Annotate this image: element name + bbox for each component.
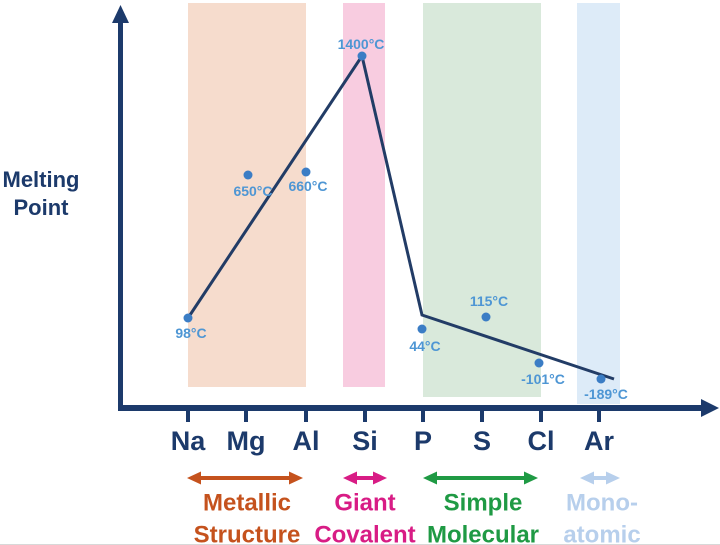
- data-point-ar: [596, 374, 606, 384]
- group-label-giant-covalent-line1: Giant: [334, 490, 395, 517]
- element-label-ar: Ar: [584, 426, 614, 456]
- point-value-label-si: 1400°C: [338, 36, 385, 52]
- point-value-label-mg: 650°C: [233, 183, 272, 199]
- range-arrow-right-icon-mono-atomic: [606, 471, 620, 485]
- data-point-p: [417, 324, 427, 334]
- point-value-label-al: 660°C: [288, 178, 327, 194]
- element-label-cl: Cl: [528, 426, 555, 456]
- range-arrow-left-icon-giant-covalent: [343, 471, 357, 485]
- band-mono-atomic: [577, 3, 620, 404]
- data-point-si: [357, 51, 367, 61]
- y-axis-arrowhead-icon: [112, 5, 129, 23]
- group-label-metallic-structure-line2: Structure: [194, 522, 301, 545]
- element-label-mg: Mg: [227, 426, 266, 456]
- group-label-giant-covalent-line2: Covalent: [314, 522, 415, 545]
- element-label-p: P: [414, 426, 432, 456]
- point-value-label-cl: -101°C: [521, 371, 565, 387]
- data-point-al: [301, 167, 311, 177]
- band-simple-molecular: [423, 3, 541, 397]
- range-arrow-left-icon-mono-atomic: [580, 471, 594, 485]
- y-axis-label-line2: Point: [13, 195, 69, 220]
- range-arrow-right-icon-giant-covalent: [373, 471, 387, 485]
- range-arrow-left-icon-simple-molecular: [423, 471, 437, 485]
- band-metallic-structure: [188, 3, 306, 387]
- group-label-mono-atomic-line2: atomic: [563, 522, 640, 545]
- group-label-metallic-structure-line1: Metallic: [203, 490, 291, 517]
- group-label-simple-molecular-line2: Molecular: [427, 522, 539, 545]
- data-point-s: [481, 312, 491, 322]
- data-point-mg: [243, 170, 253, 180]
- data-point-na: [183, 313, 193, 323]
- point-value-label-ar: -189°C: [584, 386, 628, 402]
- data-point-cl: [534, 358, 544, 368]
- group-label-simple-molecular-line1: Simple: [444, 490, 523, 517]
- x-axis-arrowhead-icon: [701, 399, 719, 417]
- element-label-al: Al: [293, 426, 320, 456]
- group-label-mono-atomic-line1: Mono-: [566, 490, 638, 517]
- element-label-si: Si: [352, 426, 378, 456]
- range-arrow-left-icon-metallic-structure: [187, 471, 201, 485]
- element-label-na: Na: [171, 426, 206, 456]
- y-axis-label-line1: Melting: [2, 167, 80, 192]
- point-value-label-p: 44°C: [409, 338, 440, 354]
- y-axis-label: Melting Point: [0, 166, 82, 222]
- point-value-label-s: 115°C: [470, 293, 508, 309]
- point-value-label-na: 98°C: [175, 325, 206, 341]
- range-arrow-right-icon-simple-molecular: [524, 471, 538, 485]
- element-label-s: S: [473, 426, 491, 456]
- melting-point-trend-line: [186, 52, 615, 381]
- range-arrow-right-icon-metallic-structure: [289, 471, 303, 485]
